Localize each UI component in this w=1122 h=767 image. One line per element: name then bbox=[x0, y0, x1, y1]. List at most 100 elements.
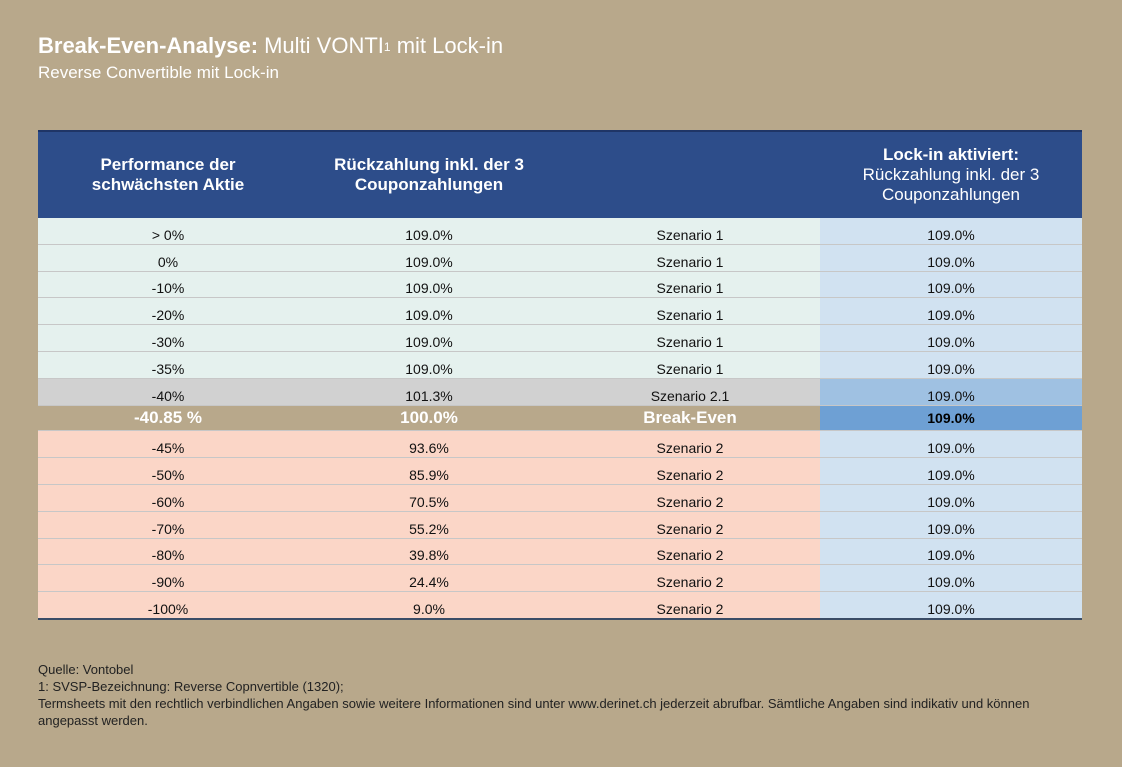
cell-performance: -30% bbox=[38, 324, 298, 352]
title-product: Multi VONTI1 mit Lock-in bbox=[264, 33, 503, 58]
cell-scenario: Szenario 2.1 bbox=[560, 378, 820, 406]
table-row: -10% 109.0% Szenario 1 109.0% bbox=[38, 271, 1082, 299]
footer: Quelle: Vontobel 1: SVSP-Bezeichnung: Re… bbox=[38, 661, 1078, 729]
title-block: Break-Even-Analyse: Multi VONTI1 mit Lock… bbox=[38, 32, 503, 84]
footer-source: Quelle: Vontobel bbox=[38, 662, 134, 677]
cell-lockin: 109.0% bbox=[820, 218, 1082, 245]
table-row: -60% 70.5% Szenario 2 109.0% bbox=[38, 484, 1082, 512]
cell-repayment: 93.6% bbox=[298, 430, 560, 459]
cell-scenario: Szenario 1 bbox=[560, 218, 820, 245]
table-header-row: Performance der schwächsten Aktie Rückza… bbox=[38, 130, 1082, 218]
cell-repayment: 55.2% bbox=[298, 511, 560, 539]
header-performance: Performance der schwächsten Aktie bbox=[38, 130, 298, 218]
header-scenario bbox=[560, 130, 820, 218]
table-row: > 0% 109.0% Szenario 1 109.0% bbox=[38, 218, 1082, 245]
cell-lockin: 109.0% bbox=[820, 378, 1082, 406]
cell-repayment: 109.0% bbox=[298, 297, 560, 326]
cell-scenario: Szenario 2 bbox=[560, 457, 820, 485]
header-repayment-line1: Rückzahlung inkl. der 3 bbox=[334, 155, 524, 174]
cell-performance: -10% bbox=[38, 271, 298, 299]
footer-note-2: Termsheets mit den rechtlich verbindlich… bbox=[38, 696, 1030, 728]
break-even-row: -40.85 % 100.0% Break-Even 109.0% bbox=[38, 405, 1082, 432]
cell-scenario: Szenario 2 bbox=[560, 591, 820, 620]
cell-lockin: 109.0% bbox=[820, 297, 1082, 326]
footer-note-1: 1: SVSP-Bezeichnung: Reverse Copnvertibl… bbox=[38, 679, 344, 694]
page-title: Break-Even-Analyse: Multi VONTI1 mit Lock… bbox=[38, 32, 503, 60]
cell-performance: -40% bbox=[38, 378, 298, 406]
cell-repayment: 101.3% bbox=[298, 378, 560, 406]
table-row: -20% 109.0% Szenario 1 109.0% bbox=[38, 297, 1082, 326]
cell-scenario: Szenario 1 bbox=[560, 297, 820, 326]
cell-repayment: 109.0% bbox=[298, 244, 560, 272]
title-bold: Break-Even-Analyse: bbox=[38, 33, 259, 58]
header-repayment: Rückzahlung inkl. der 3 Couponzahlungen bbox=[298, 130, 560, 218]
table-row: -40% 101.3% Szenario 2.1 109.0% bbox=[38, 378, 1082, 406]
cell-lockin: 109.0% bbox=[820, 564, 1082, 593]
cell-lockin: 109.0% bbox=[820, 511, 1082, 539]
cell-lockin: 109.0% bbox=[820, 244, 1082, 272]
header-lockin-line2: Rückzahlung inkl. der 3 bbox=[862, 165, 1040, 184]
header-lockin-line3: Couponzahlungen bbox=[881, 185, 1020, 204]
cell-scenario: Szenario 1 bbox=[560, 244, 820, 272]
header-lockin: Lock-in aktiviert: Rückzahlung inkl. der… bbox=[820, 130, 1082, 218]
header-lockin-title: Lock-in aktiviert: bbox=[882, 145, 1020, 164]
cell-scenario: Szenario 2 bbox=[560, 538, 820, 566]
cell-performance: > 0% bbox=[38, 218, 298, 245]
cell-repayment: 100.0% bbox=[298, 405, 560, 432]
cell-lockin: 109.0% bbox=[820, 457, 1082, 485]
cell-performance: -50% bbox=[38, 457, 298, 485]
cell-repayment: 109.0% bbox=[298, 271, 560, 299]
cell-performance: -35% bbox=[38, 351, 298, 379]
cell-performance: -45% bbox=[38, 430, 298, 459]
page-subtitle: Reverse Convertible mit Lock-in bbox=[38, 63, 279, 82]
cell-performance: -100% bbox=[38, 591, 298, 620]
title-footnote-marker: 1 bbox=[383, 40, 391, 54]
cell-repayment: 70.5% bbox=[298, 484, 560, 512]
cell-lockin: 109.0% bbox=[820, 538, 1082, 566]
table-row: -100% 9.0% Szenario 2 109.0% bbox=[38, 591, 1082, 620]
cell-scenario: Szenario 1 bbox=[560, 271, 820, 299]
cell-performance: -40.85 % bbox=[38, 405, 298, 432]
cell-repayment: 109.0% bbox=[298, 218, 560, 245]
cell-performance: 0% bbox=[38, 244, 298, 272]
header-repayment-line2: Couponzahlungen bbox=[354, 175, 504, 194]
table-row: -45% 93.6% Szenario 2 109.0% bbox=[38, 430, 1082, 459]
title-product-name: Multi VONTI bbox=[264, 33, 384, 58]
table-row: -80% 39.8% Szenario 2 109.0% bbox=[38, 538, 1082, 566]
table-row: -70% 55.2% Szenario 2 109.0% bbox=[38, 511, 1082, 539]
cell-scenario: Szenario 2 bbox=[560, 430, 820, 459]
cell-lockin: 109.0% bbox=[820, 351, 1082, 379]
cell-lockin: 109.0% bbox=[820, 430, 1082, 459]
cell-performance: -60% bbox=[38, 484, 298, 512]
table-row: -30% 109.0% Szenario 1 109.0% bbox=[38, 324, 1082, 352]
cell-performance: -90% bbox=[38, 564, 298, 593]
cell-repayment: 109.0% bbox=[298, 351, 560, 379]
cell-lockin: 109.0% bbox=[820, 271, 1082, 299]
cell-scenario: Szenario 1 bbox=[560, 324, 820, 352]
cell-scenario: Szenario 1 bbox=[560, 351, 820, 379]
cell-lockin: 109.0% bbox=[820, 591, 1082, 620]
header-performance-line1: Performance der bbox=[100, 155, 236, 174]
cell-lockin: 109.0% bbox=[820, 405, 1082, 432]
table-row: -90% 24.4% Szenario 2 109.0% bbox=[38, 564, 1082, 593]
cell-repayment: 24.4% bbox=[298, 564, 560, 593]
cell-performance: -70% bbox=[38, 511, 298, 539]
cell-repayment: 85.9% bbox=[298, 457, 560, 485]
cell-scenario: Szenario 2 bbox=[560, 564, 820, 593]
cell-lockin: 109.0% bbox=[820, 484, 1082, 512]
break-even-table: Performance der schwächsten Aktie Rückza… bbox=[38, 130, 1082, 620]
cell-repayment: 9.0% bbox=[298, 591, 560, 620]
table-row: -50% 85.9% Szenario 2 109.0% bbox=[38, 457, 1082, 485]
cell-scenario: Szenario 2 bbox=[560, 511, 820, 539]
cell-lockin: 109.0% bbox=[820, 324, 1082, 352]
table-body: > 0% 109.0% Szenario 1 109.0% 0% 109.0% Szenar… bbox=[38, 218, 1082, 620]
title-product-suffix: mit Lock-in bbox=[390, 33, 504, 58]
header-performance-line2: schwächsten Aktie bbox=[91, 175, 245, 194]
cell-scenario: Szenario 2 bbox=[560, 484, 820, 512]
break-even-table-container: Performance der schwächsten Aktie Rückza… bbox=[38, 130, 1082, 620]
cell-performance: -80% bbox=[38, 538, 298, 566]
cell-repayment: 39.8% bbox=[298, 538, 560, 566]
cell-performance: -20% bbox=[38, 297, 298, 326]
table-row: -35% 109.0% Szenario 1 109.0% bbox=[38, 351, 1082, 379]
cell-scenario: Break-Even bbox=[560, 405, 820, 432]
